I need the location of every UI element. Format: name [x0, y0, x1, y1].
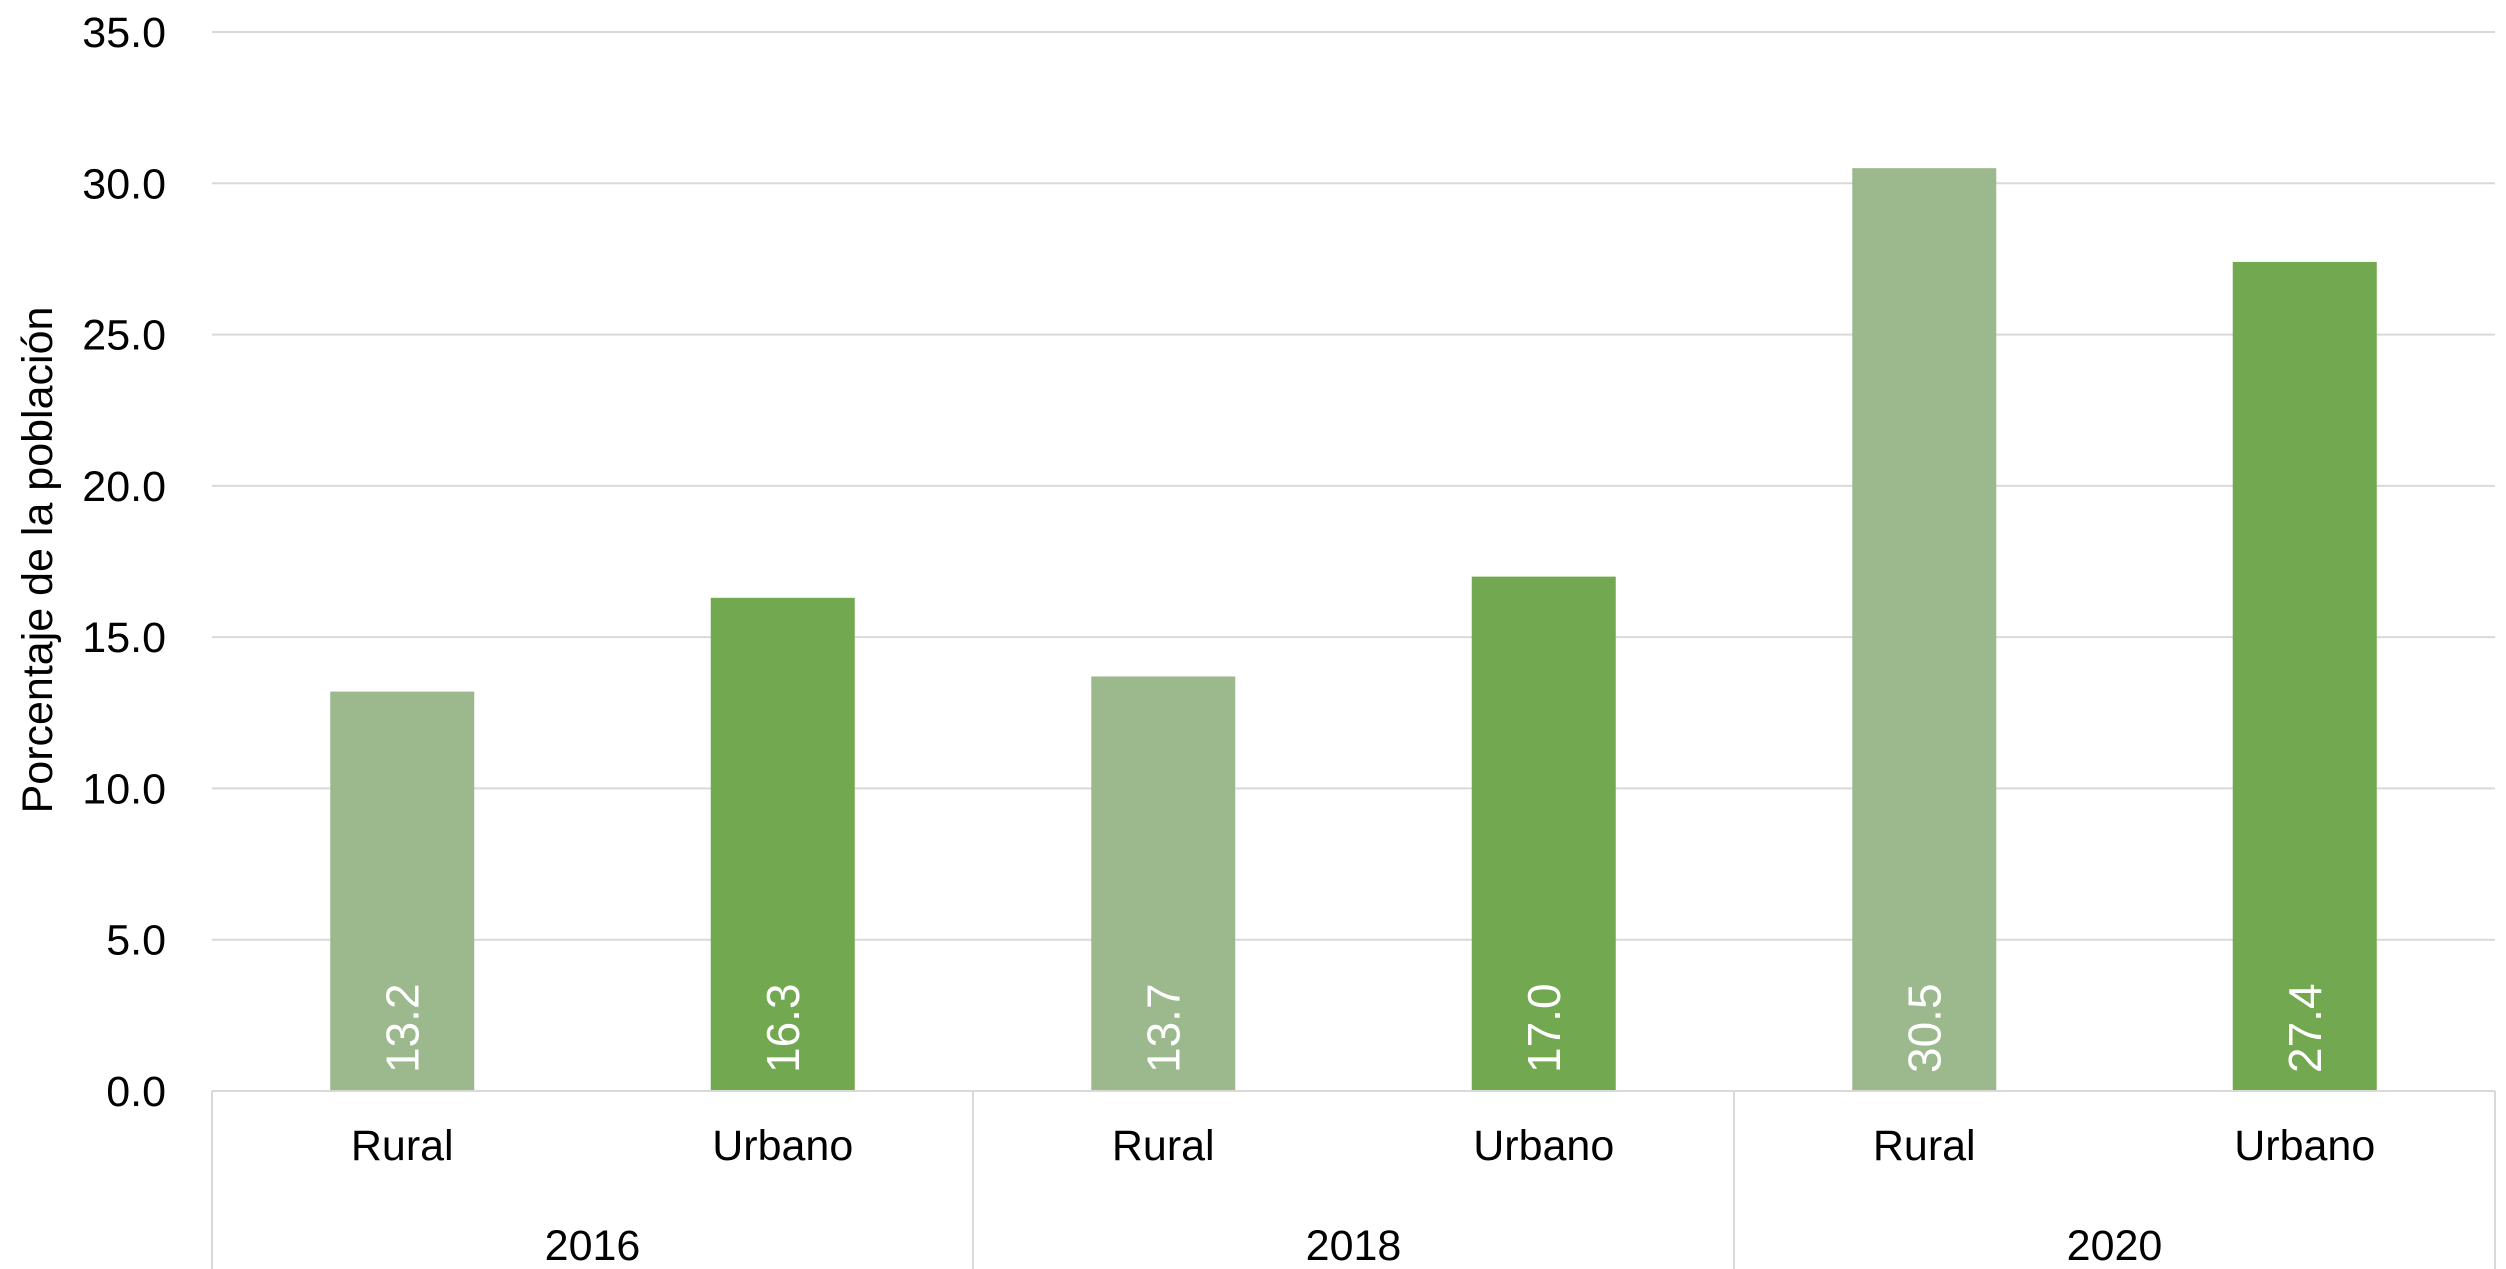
x-group-label: 2016	[545, 1222, 641, 1269]
data-label: 17.0	[1518, 983, 1570, 1073]
y-tick-label: 30.0	[82, 160, 166, 208]
data-label: 16.3	[757, 983, 809, 1073]
bar	[710, 597, 855, 1091]
y-tick-label: 10.0	[82, 765, 166, 813]
x-category-label: Rural	[1873, 1122, 1976, 1170]
y-tick-label: 20.0	[82, 463, 166, 511]
grid-lines	[212, 31, 2495, 941]
data-label: 27.4	[2279, 983, 2331, 1073]
bars	[330, 168, 2377, 1091]
bar	[1852, 168, 1997, 1091]
y-tick-label: 5.0	[106, 917, 166, 965]
y-axis-tick-labels: 0.0 5.0 10.0 15.0 20.0 25.0 30.0 35.0	[82, 9, 166, 1116]
bar	[1471, 576, 1616, 1091]
y-tick-label: 15.0	[82, 614, 166, 662]
x-group-label: 2020	[2067, 1222, 2163, 1269]
y-axis-label: Porcentaje de la población	[14, 307, 62, 814]
x-axis: Rural Urbano Rural Urbano Rural Urbano 2016 201…	[211, 1090, 2496, 1269]
x-category-label: Urbano	[712, 1122, 853, 1170]
x-category-label: Rural	[351, 1122, 454, 1170]
y-tick-label: 25.0	[82, 312, 166, 360]
bar	[1091, 676, 1236, 1091]
data-label: 13.7	[1137, 983, 1189, 1073]
data-label: 30.5	[1898, 983, 1950, 1073]
x-category-label: Urbano	[1473, 1122, 1614, 1170]
x-group-label: 2018	[1306, 1222, 1402, 1269]
x-category-label: Urbano	[2234, 1122, 2375, 1170]
bar	[2232, 261, 2377, 1091]
data-label: 13.2	[376, 983, 428, 1073]
y-tick-label: 0.0	[106, 1068, 166, 1116]
bar	[330, 691, 475, 1091]
x-category-label: Rural	[1112, 1122, 1215, 1170]
data-labels: 13.2 16.3 13.7 17.0 30.5 27.4	[376, 983, 2331, 1073]
y-tick-label: 35.0	[82, 9, 166, 57]
